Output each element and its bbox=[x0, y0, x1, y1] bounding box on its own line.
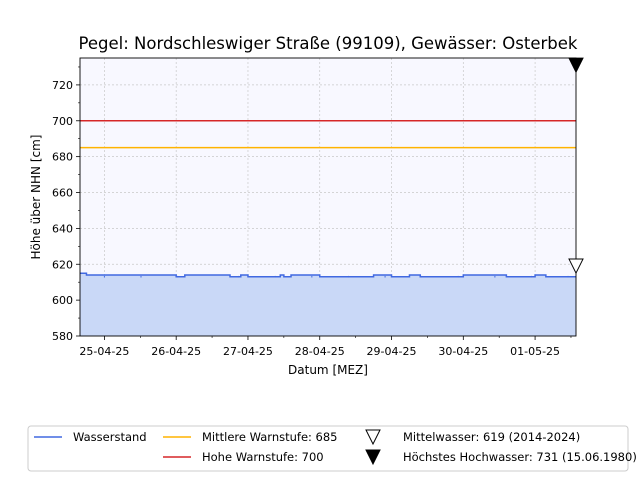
legend-swatch-triangle bbox=[365, 449, 381, 466]
plot-frame bbox=[79, 57, 577, 337]
x-tick-label: 27-04-25 bbox=[223, 345, 273, 358]
legend-label: Mittlere Warnstufe: 685 bbox=[202, 430, 338, 444]
legend-highest-flood: Höchstes Hochwasser: 731 (15.06.1980) bbox=[365, 449, 637, 466]
y-axis-label: Höhe über NHN [cm] bbox=[29, 135, 43, 260]
legend-water-level: Wasserstand bbox=[34, 430, 147, 444]
x-tick-label: 01-05-25 bbox=[510, 345, 560, 358]
legend-label: Wasserstand bbox=[73, 430, 147, 444]
x-axis-label: Datum [MEZ] bbox=[288, 363, 368, 377]
marker-layer bbox=[568, 57, 584, 275]
x-tick-label: 28-04-25 bbox=[295, 345, 345, 358]
x-tick-label: 30-04-25 bbox=[438, 345, 488, 358]
legend-high-warning: Hohe Warnstufe: 700 bbox=[163, 450, 324, 464]
y-tick-label: 720 bbox=[52, 79, 73, 92]
x-tick-label: 29-04-25 bbox=[367, 345, 417, 358]
legend: Wasserstand Mittlere Warnstufe: 685 Hohe W… bbox=[27, 425, 637, 472]
legend-label: Hohe Warnstufe: 700 bbox=[202, 450, 324, 464]
mean-water-marker bbox=[568, 258, 584, 275]
y-tick-label: 700 bbox=[52, 115, 73, 128]
y-axis: 580 600 620 640 660 680 700 720 bbox=[52, 66, 80, 343]
legend-label: Mittelwasser: 619 (2014-2024) bbox=[403, 430, 580, 444]
y-tick-label: 580 bbox=[52, 330, 73, 343]
legend-mean-water: Mittelwasser: 619 (2014-2024) bbox=[365, 429, 580, 446]
y-tick-label: 680 bbox=[52, 151, 73, 164]
y-tick-label: 660 bbox=[52, 187, 73, 200]
water-level-area bbox=[80, 273, 576, 336]
x-axis: 25-04-25 26-04-25 27-04-25 28-04-25 29-04-25… bbox=[79, 336, 572, 358]
series-layer bbox=[80, 272, 576, 336]
legend-swatch-triangle bbox=[365, 429, 381, 446]
legend-mid-warning: Mittlere Warnstufe: 685 bbox=[163, 430, 338, 444]
y-tick-label: 640 bbox=[52, 222, 73, 235]
x-tick-label: 25-04-25 bbox=[79, 345, 129, 358]
chart-title: Pegel: Nordschleswiger Straße (99109), G… bbox=[79, 34, 578, 53]
water-level-line bbox=[80, 272, 576, 278]
threshold-lines bbox=[80, 120, 576, 149]
y-tick-label: 600 bbox=[52, 294, 73, 307]
y-tick-label: 620 bbox=[52, 258, 73, 271]
legend-label: Höchstes Hochwasser: 731 (15.06.1980) bbox=[403, 450, 637, 464]
x-tick-label: 26-04-25 bbox=[151, 345, 201, 358]
highest-flood-marker bbox=[568, 57, 584, 74]
